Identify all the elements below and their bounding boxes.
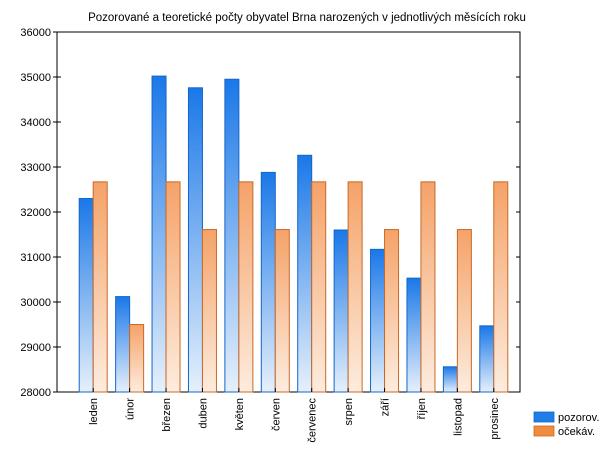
y-tick-label: 30000: [20, 297, 51, 309]
y-tick-label: 29000: [20, 342, 51, 354]
bar-ocekav-10: [420, 181, 436, 393]
x-category-label: červen: [270, 398, 282, 431]
x-category-label: září: [380, 398, 392, 416]
bar-pozorov-11: [442, 366, 458, 393]
x-category-label: červenec: [307, 398, 319, 443]
bar-pozorov-7: [297, 154, 313, 393]
bar-ocekav-7: [311, 181, 327, 393]
bar-ocekav-4: [201, 229, 217, 393]
bar-ocekav-6: [274, 229, 290, 393]
legend-swatch-ocekav: [533, 425, 555, 437]
y-tick-label: 35000: [20, 72, 51, 84]
bar-pozorov-3: [151, 75, 167, 393]
x-category-label: listopad: [452, 398, 464, 436]
legend-label-pozorov: pozorov.: [558, 412, 599, 424]
x-category-label: duben: [197, 398, 209, 429]
bar-ocekav-9: [384, 229, 400, 393]
bar-ocekav-11: [456, 229, 472, 393]
x-category-label: leden: [88, 398, 100, 425]
y-tick-label: 31000: [20, 252, 51, 264]
bar-ocekav-12: [493, 181, 509, 393]
bar-pozorov-4: [187, 87, 203, 393]
y-tick-label: 33000: [20, 162, 51, 174]
bar-pozorov-10: [406, 277, 422, 393]
bar-pozorov-6: [260, 171, 276, 393]
bar-ocekav-1: [92, 181, 108, 393]
y-tick-label: 28000: [20, 387, 51, 399]
bar-pozorov-2: [115, 296, 131, 393]
chart-title: Pozorované a teoretické počty obyvatel B…: [88, 12, 526, 24]
x-category-label: říjen: [416, 398, 428, 419]
legend-label-ocekav: očekáv.: [558, 426, 595, 438]
bar-ocekav-8: [347, 181, 363, 393]
x-category-label: únor: [125, 398, 137, 420]
bar-pozorov-12: [479, 325, 495, 393]
bar-pozorov-9: [370, 248, 386, 393]
x-category-label: srpen: [343, 398, 355, 426]
y-tick-label: 34000: [20, 117, 51, 129]
x-category-label: březen: [161, 398, 173, 432]
bar-pozorov-5: [224, 78, 240, 393]
y-tick-label: 36000: [20, 27, 51, 39]
legend-swatch-pozorov: [533, 411, 555, 423]
bar-ocekav-5: [238, 181, 254, 393]
bar-ocekav-2: [129, 324, 145, 393]
bar-pozorov-1: [78, 198, 94, 393]
y-tick-label: 32000: [20, 207, 51, 219]
x-category-label: květen: [234, 398, 246, 430]
x-category-label: prosinec: [489, 398, 501, 440]
bar-ocekav-3: [165, 181, 181, 393]
bar-pozorov-8: [333, 229, 349, 393]
